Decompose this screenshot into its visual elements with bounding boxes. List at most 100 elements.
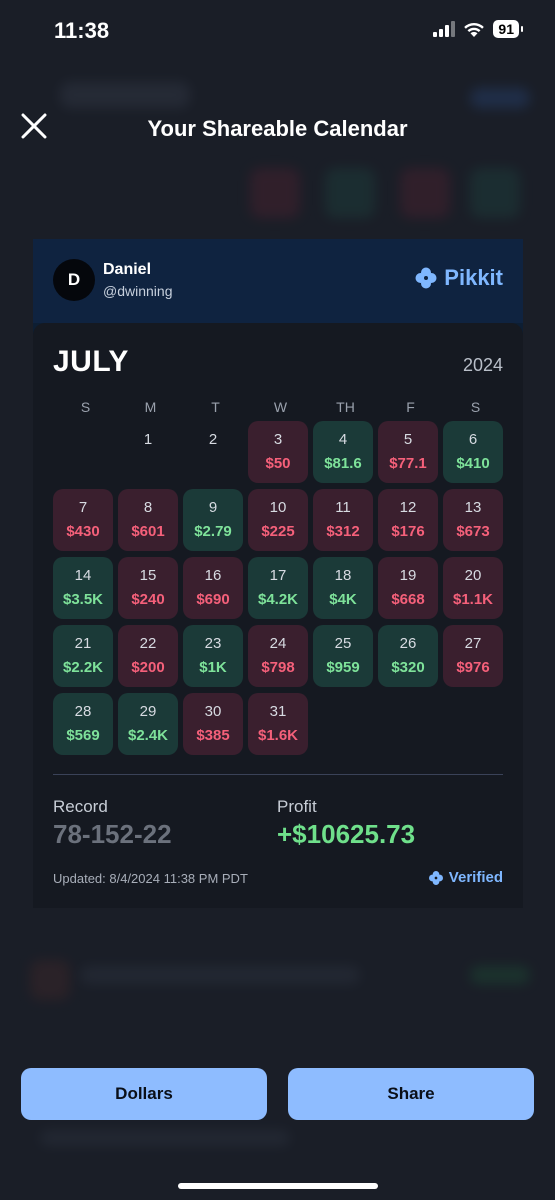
- day-cell-10[interactable]: 10 $225: [248, 489, 308, 551]
- day-amount: $673: [456, 523, 490, 540]
- day-cell-28[interactable]: 28 $569: [53, 693, 113, 755]
- day-cell-30[interactable]: 30 $385: [183, 693, 243, 755]
- day-number: 31: [269, 703, 287, 720]
- day-amount: $240: [131, 591, 165, 608]
- shareable-calendar-card: D Daniel @dwinning Pikkit JULY 2024 S M …: [33, 239, 523, 908]
- clover-icon: [415, 267, 437, 289]
- weekday-label: S: [470, 399, 481, 415]
- weekday-label: T: [211, 399, 220, 415]
- profit-label: Profit: [277, 797, 317, 816]
- day-cell-3[interactable]: 3 $50: [248, 421, 308, 483]
- close-icon: [21, 113, 47, 139]
- day-cell-21[interactable]: 21 $2.2K: [53, 625, 113, 687]
- day-number: 13: [464, 499, 482, 516]
- home-indicator: [178, 1183, 378, 1189]
- day-cell-20[interactable]: 20 $1.1K: [443, 557, 503, 619]
- day-amount: $976: [456, 659, 490, 676]
- day-amount: $4K: [329, 591, 357, 608]
- day-cell-11[interactable]: 11 $312: [313, 489, 373, 551]
- day-cell-18[interactable]: 18 $4K: [313, 557, 373, 619]
- day-amount: $1K: [199, 659, 227, 676]
- user-name: Daniel: [103, 261, 152, 278]
- day-number: 2: [208, 431, 218, 448]
- weekday-label: M: [144, 399, 157, 415]
- day-number: 10: [269, 499, 287, 516]
- day-cell-22[interactable]: 22 $200: [118, 625, 178, 687]
- month-label: JULY: [53, 345, 129, 378]
- day-amount: $410: [456, 455, 490, 472]
- day-cell-19[interactable]: 19 $668: [378, 557, 438, 619]
- background-blur: [400, 168, 450, 218]
- day-number: 7: [78, 499, 88, 516]
- page-title: Your Shareable Calendar: [147, 116, 408, 141]
- day-cell-8[interactable]: 8 $601: [118, 489, 178, 551]
- day-cell-4[interactable]: 4 $81.6: [313, 421, 373, 483]
- day-number: 3: [273, 431, 283, 448]
- day-amount: $569: [66, 727, 100, 744]
- calendar-panel: JULY 2024 S M T W TH F S 1 2 3 $50 4 $81.6 5 $7…: [33, 323, 523, 908]
- background-blur: [470, 966, 530, 984]
- user-handle: @dwinning: [103, 283, 173, 299]
- day-cell-26[interactable]: 26 $320: [378, 625, 438, 687]
- record-value: 78-152-22: [53, 819, 172, 849]
- day-number: 16: [204, 567, 222, 584]
- day-cell-16[interactable]: 16 $690: [183, 557, 243, 619]
- day-cell-31[interactable]: 31 $1.6K: [248, 693, 308, 755]
- day-number: 18: [334, 567, 352, 584]
- day-cell-29[interactable]: 29 $2.4K: [118, 693, 178, 755]
- day-cell-6[interactable]: 6 $410: [443, 421, 503, 483]
- status-icons: 91: [433, 20, 523, 38]
- day-number: 17: [269, 567, 287, 584]
- day-cell-1[interactable]: 1: [118, 421, 178, 483]
- day-cell-27[interactable]: 27 $976: [443, 625, 503, 687]
- day-cell-9[interactable]: 9 $2.79: [183, 489, 243, 551]
- day-number: 15: [139, 567, 157, 584]
- day-cell-25[interactable]: 25 $959: [313, 625, 373, 687]
- day-cell-15[interactable]: 15 $240: [118, 557, 178, 619]
- background-blur: [30, 960, 70, 1000]
- weekday-header: S M T W TH F S: [53, 399, 503, 415]
- share-button[interactable]: Share: [288, 1068, 534, 1120]
- day-amount: $3.5K: [62, 591, 104, 608]
- cellular-signal-icon: [433, 21, 456, 37]
- clover-icon: [428, 870, 443, 885]
- background-blur: [250, 168, 300, 218]
- calendar-grid: 1 2 3 $50 4 $81.6 5 $77.1 6 $410 7 $430 8 $601 9 $2.79 1…: [53, 421, 509, 761]
- day-amount: $312: [326, 523, 360, 540]
- day-cell-12[interactable]: 12 $176: [378, 489, 438, 551]
- day-cell-5[interactable]: 5 $77.1: [378, 421, 438, 483]
- day-amount: $601: [131, 523, 165, 540]
- day-number: 19: [399, 567, 417, 584]
- day-amount: $77.1: [389, 455, 427, 472]
- background-blur: [470, 168, 520, 218]
- year-label: 2024: [462, 355, 503, 375]
- day-number: 27: [464, 635, 482, 652]
- verified-label: Verified: [448, 869, 503, 886]
- user-strip: D Daniel @dwinning Pikkit: [33, 239, 523, 323]
- day-number: 22: [139, 635, 157, 652]
- day-number: 11: [335, 499, 351, 516]
- dollars-button[interactable]: Dollars: [21, 1068, 267, 1120]
- record-label: Record: [53, 797, 108, 816]
- day-cell-17[interactable]: 17 $4.2K: [248, 557, 308, 619]
- day-amount: $2.4K: [127, 727, 169, 744]
- day-number: 26: [399, 635, 417, 652]
- close-button[interactable]: [18, 110, 50, 142]
- day-cell-2[interactable]: 2: [183, 421, 243, 483]
- day-number: 14: [74, 567, 92, 584]
- day-amount: $2.79: [194, 523, 232, 540]
- day-cell-7[interactable]: 7 $430: [53, 489, 113, 551]
- day-amount: $430: [66, 523, 100, 540]
- updated-timestamp: Updated: 8/4/2024 11:38 PM PDT: [53, 871, 248, 886]
- day-amount: $320: [391, 659, 425, 676]
- day-number: 23: [204, 635, 222, 652]
- day-number: 24: [269, 635, 287, 652]
- day-number: 25: [334, 635, 352, 652]
- day-cell-13[interactable]: 13 $673: [443, 489, 503, 551]
- wifi-icon: [464, 22, 485, 37]
- day-cell-14[interactable]: 14 $3.5K: [53, 557, 113, 619]
- day-cell-24[interactable]: 24 $798: [248, 625, 308, 687]
- avatar: D: [53, 259, 95, 301]
- day-cell-23[interactable]: 23 $1K: [183, 625, 243, 687]
- day-amount: $1.6K: [257, 727, 299, 744]
